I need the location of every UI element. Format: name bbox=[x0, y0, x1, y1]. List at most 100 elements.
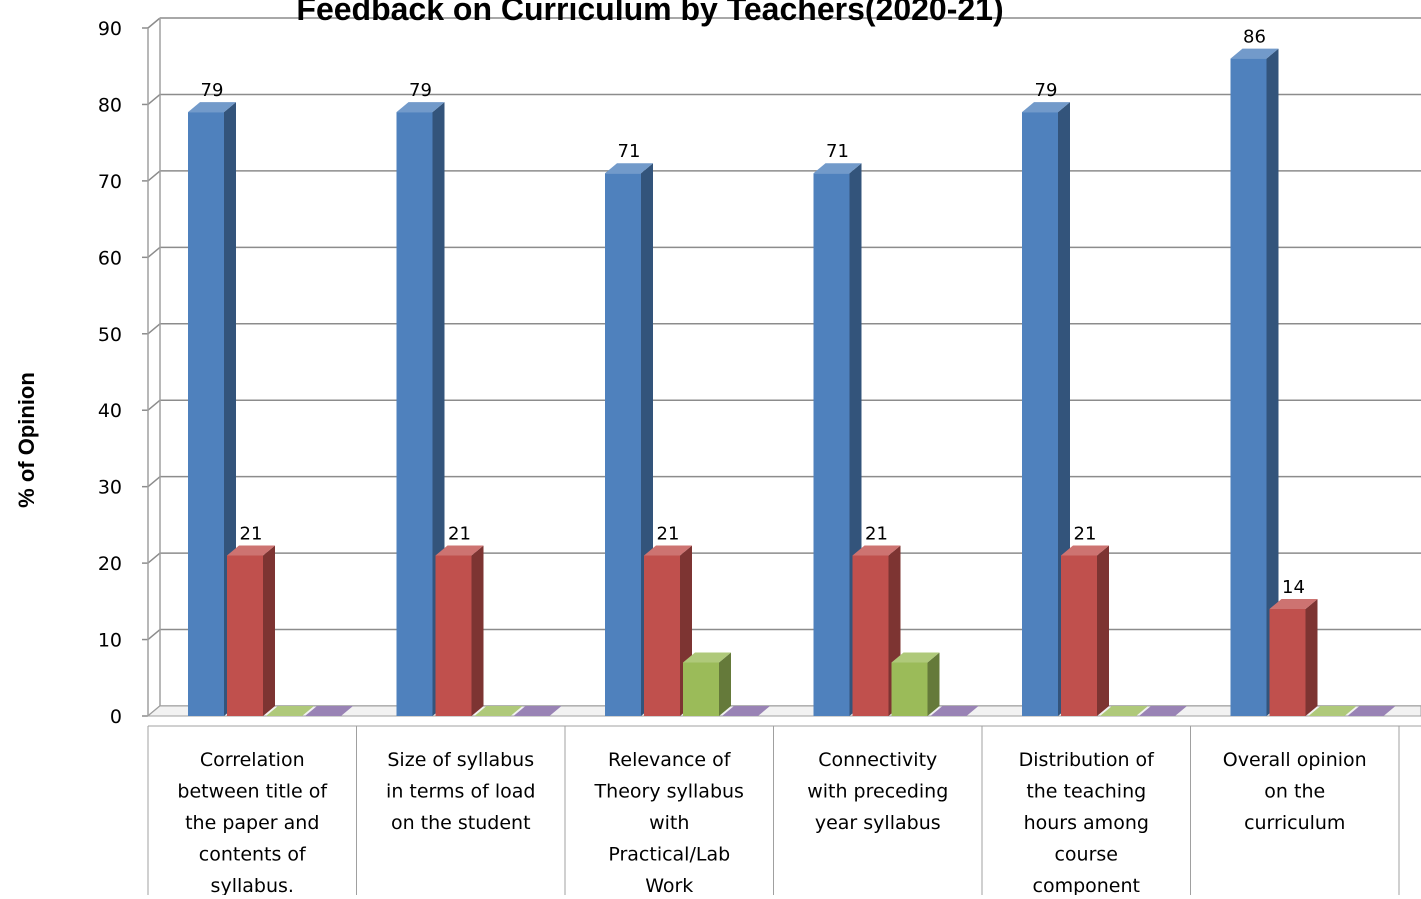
bar-front bbox=[435, 555, 472, 716]
bar bbox=[1308, 706, 1357, 716]
bar-top bbox=[1061, 545, 1109, 556]
category-label-line: syllabus. bbox=[211, 875, 294, 895]
bar bbox=[227, 545, 275, 716]
bar-top bbox=[852, 545, 901, 556]
bar-top bbox=[644, 545, 692, 556]
data-label: 71 bbox=[618, 141, 641, 162]
bar-side bbox=[1305, 598, 1318, 716]
y-tick-label: 50 bbox=[98, 324, 122, 346]
category-label-line: Overall opinion bbox=[1223, 749, 1367, 771]
y-tick-label: 20 bbox=[98, 553, 122, 575]
data-label: 86 bbox=[1243, 27, 1266, 48]
y-tick-label: 60 bbox=[98, 247, 122, 269]
bar-front bbox=[1022, 112, 1058, 717]
bar-front bbox=[1269, 608, 1306, 716]
bar-top bbox=[305, 706, 353, 716]
category-label-line: the paper and bbox=[185, 812, 319, 834]
data-labels: 79 21 79 21 71 21 71 21 79 21 86 14 bbox=[201, 27, 1305, 598]
y-tick-label: 90 bbox=[98, 18, 122, 40]
category-label-line: component bbox=[1033, 875, 1141, 895]
bar-top bbox=[474, 706, 523, 716]
gridline-side bbox=[147, 170, 161, 182]
bar-top bbox=[227, 545, 275, 556]
bar-top bbox=[605, 163, 653, 174]
bar-top bbox=[1139, 706, 1187, 716]
bar-front bbox=[813, 173, 850, 716]
gridline-side bbox=[147, 552, 161, 564]
gridline-side bbox=[147, 93, 161, 106]
chart-title: Feedback on Curriculum by Teachers(2020-… bbox=[296, 0, 1003, 27]
bar bbox=[683, 652, 731, 716]
gridline-side bbox=[147, 628, 161, 641]
data-label: 79 bbox=[409, 80, 432, 101]
category-label: Relevance of Theory syllabus with Practical… bbox=[594, 749, 744, 895]
bar bbox=[644, 545, 692, 716]
category-label-line: the teaching bbox=[1026, 781, 1146, 803]
category-label: Overall opinion on the curriculum bbox=[1223, 749, 1367, 834]
gridline-side bbox=[147, 246, 161, 258]
category-label-line: curriculum bbox=[1244, 812, 1345, 834]
bar-front bbox=[683, 662, 719, 716]
bar-front bbox=[1230, 58, 1267, 717]
bars bbox=[188, 48, 1396, 717]
bar-top bbox=[266, 706, 314, 716]
category-label: Connectivity with preceding year syllabus bbox=[807, 749, 948, 834]
bar-front bbox=[188, 112, 224, 717]
y-tick-label: 70 bbox=[98, 171, 122, 193]
bar-top bbox=[188, 102, 236, 113]
category-label-line: contents of bbox=[199, 844, 307, 866]
gridline-side bbox=[147, 17, 161, 29]
data-label: 79 bbox=[1035, 80, 1058, 101]
bar bbox=[891, 652, 940, 716]
category-label-line: hours among bbox=[1024, 812, 1149, 834]
bar bbox=[1139, 706, 1187, 716]
bar-side bbox=[263, 545, 275, 716]
bar-top bbox=[683, 652, 731, 663]
bar bbox=[396, 102, 445, 717]
bar-front bbox=[396, 112, 433, 717]
category-label: Size of syllabus in terms of load on the s… bbox=[386, 749, 535, 834]
bar-side bbox=[719, 652, 731, 716]
y-tick-label: 80 bbox=[98, 94, 122, 116]
category-label-line: Relevance of bbox=[608, 749, 732, 771]
bar-top bbox=[722, 706, 770, 716]
bar-top bbox=[513, 706, 562, 716]
bar-front bbox=[852, 555, 889, 716]
bar-front bbox=[605, 173, 641, 716]
category-label-line: with preceding bbox=[807, 781, 948, 803]
bar bbox=[1100, 706, 1148, 716]
gridline-side bbox=[147, 399, 161, 411]
bar-top bbox=[813, 163, 862, 174]
bar bbox=[722, 706, 770, 716]
bar-side bbox=[1266, 48, 1279, 717]
bar-top bbox=[435, 545, 484, 556]
category-label-line: on the bbox=[1264, 781, 1325, 803]
category-labels: Correlation between title of the paper and… bbox=[177, 749, 1367, 897]
category-label-line: year syllabus bbox=[815, 812, 941, 834]
category-label-line: Size of syllabus bbox=[387, 749, 534, 771]
data-label: 21 bbox=[657, 523, 680, 544]
y-tick-label: 10 bbox=[98, 630, 122, 652]
category-label-line: Work bbox=[645, 875, 693, 895]
gridlines bbox=[142, 17, 1421, 717]
data-label: 21 bbox=[1074, 523, 1097, 544]
bar-front bbox=[227, 555, 263, 716]
bar bbox=[1269, 598, 1318, 716]
category-label-line: Connectivity bbox=[818, 749, 937, 771]
bar-top bbox=[396, 102, 445, 113]
bar-front bbox=[891, 662, 928, 716]
bar bbox=[513, 706, 562, 716]
y-axis-label: % of Opinion bbox=[14, 372, 39, 508]
category-label-line: course bbox=[1054, 844, 1118, 866]
category-label-line: Correlation bbox=[200, 749, 305, 771]
bar-top bbox=[930, 706, 979, 716]
bar bbox=[1230, 48, 1279, 717]
data-label: 21 bbox=[865, 523, 888, 544]
bar bbox=[435, 545, 484, 716]
bar-top bbox=[1308, 706, 1357, 716]
bar bbox=[1347, 706, 1396, 716]
bar-top bbox=[1269, 598, 1318, 609]
data-label: 21 bbox=[240, 523, 263, 544]
